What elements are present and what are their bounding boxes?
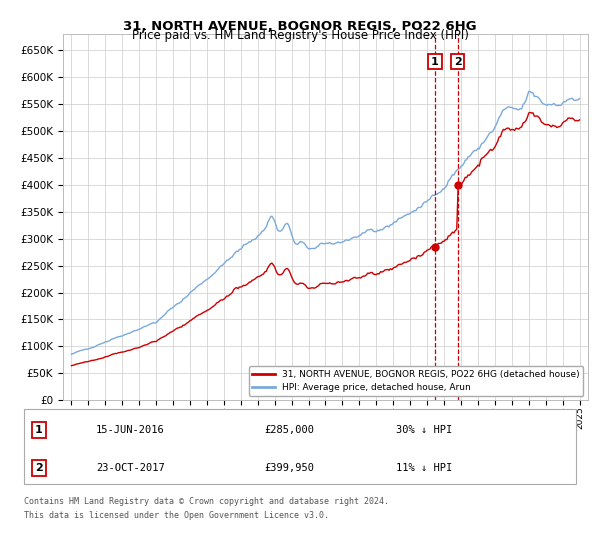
Text: £399,950: £399,950 [264,463,314,473]
Text: Price paid vs. HM Land Registry's House Price Index (HPI): Price paid vs. HM Land Registry's House … [131,29,469,42]
Text: 30% ↓ HPI: 30% ↓ HPI [396,425,452,435]
Text: £285,000: £285,000 [264,425,314,435]
Text: 2: 2 [35,463,43,473]
Text: 2: 2 [454,57,461,67]
Text: Contains HM Land Registry data © Crown copyright and database right 2024.: Contains HM Land Registry data © Crown c… [24,497,389,506]
Text: 11% ↓ HPI: 11% ↓ HPI [396,463,452,473]
Text: 23-OCT-2017: 23-OCT-2017 [96,463,165,473]
Text: This data is licensed under the Open Government Licence v3.0.: This data is licensed under the Open Gov… [24,511,329,520]
Text: 1: 1 [35,425,43,435]
Text: 15-JUN-2016: 15-JUN-2016 [96,425,165,435]
Text: 1: 1 [431,57,439,67]
Text: 31, NORTH AVENUE, BOGNOR REGIS, PO22 6HG: 31, NORTH AVENUE, BOGNOR REGIS, PO22 6HG [123,20,477,32]
Legend: 31, NORTH AVENUE, BOGNOR REGIS, PO22 6HG (detached house), HPI: Average price, d: 31, NORTH AVENUE, BOGNOR REGIS, PO22 6HG… [249,366,583,396]
